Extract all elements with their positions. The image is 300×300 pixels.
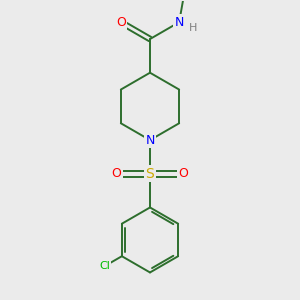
Text: O: O (179, 167, 189, 180)
Text: N: N (145, 134, 155, 147)
Text: N: N (175, 16, 184, 29)
Text: O: O (116, 16, 126, 29)
Text: H: H (189, 23, 197, 33)
Text: S: S (146, 167, 154, 181)
Text: O: O (111, 167, 121, 180)
Text: Cl: Cl (99, 261, 110, 271)
